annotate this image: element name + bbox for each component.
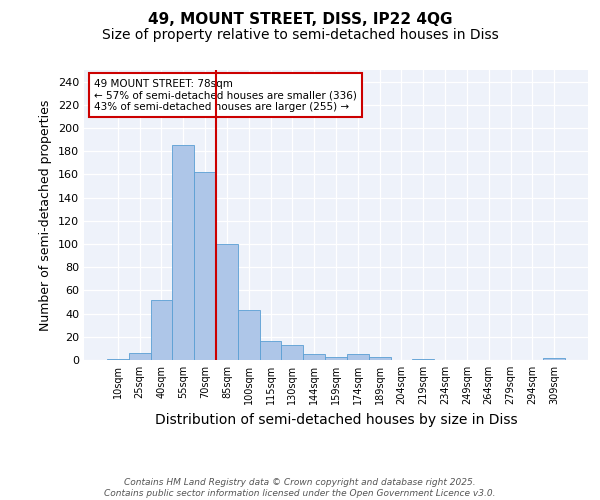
Bar xyxy=(369,356,391,360)
Text: Contains HM Land Registry data © Crown copyright and database right 2025.
Contai: Contains HM Land Registry data © Crown c… xyxy=(104,478,496,498)
X-axis label: Distribution of semi-detached houses by size in Diss: Distribution of semi-detached houses by … xyxy=(155,412,517,426)
Bar xyxy=(172,146,194,360)
Bar xyxy=(216,244,238,360)
Bar xyxy=(107,359,129,360)
Y-axis label: Number of semi-detached properties: Number of semi-detached properties xyxy=(40,100,52,330)
Bar xyxy=(129,353,151,360)
Bar xyxy=(325,356,347,360)
Bar xyxy=(543,358,565,360)
Bar xyxy=(347,354,369,360)
Bar xyxy=(303,354,325,360)
Bar xyxy=(238,310,260,360)
Text: 49, MOUNT STREET, DISS, IP22 4QG: 49, MOUNT STREET, DISS, IP22 4QG xyxy=(148,12,452,28)
Bar xyxy=(194,172,216,360)
Text: Size of property relative to semi-detached houses in Diss: Size of property relative to semi-detach… xyxy=(101,28,499,42)
Bar xyxy=(260,342,281,360)
Bar xyxy=(151,300,172,360)
Bar xyxy=(412,359,434,360)
Bar xyxy=(281,345,303,360)
Text: 49 MOUNT STREET: 78sqm
← 57% of semi-detached houses are smaller (336)
43% of se: 49 MOUNT STREET: 78sqm ← 57% of semi-det… xyxy=(94,78,357,112)
